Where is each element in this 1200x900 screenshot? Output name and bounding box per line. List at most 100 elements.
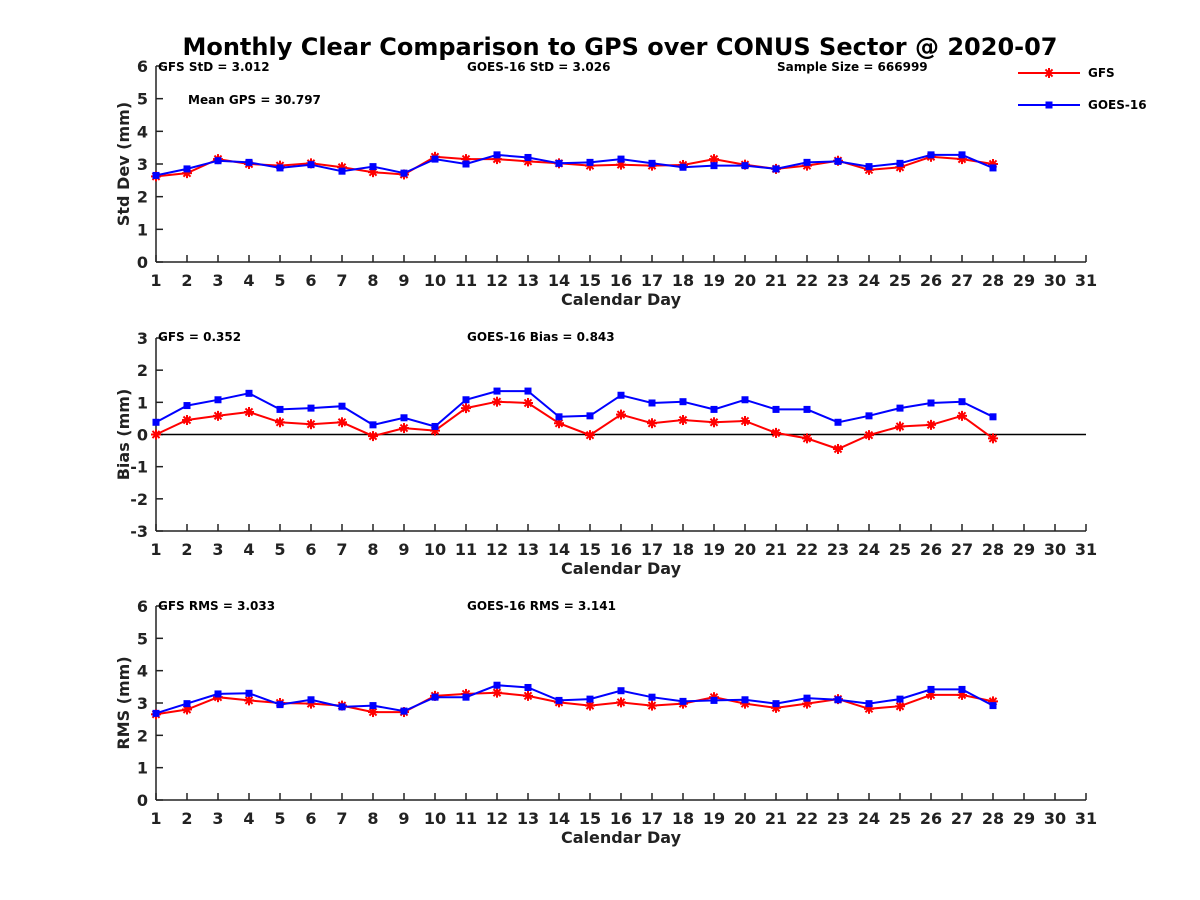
series-line — [155, 400, 994, 451]
x-tick-label: 25 — [889, 540, 911, 559]
data-point — [648, 399, 656, 407]
x-tick-label: 27 — [951, 540, 973, 559]
subplot-rms: 1 2 3 4 5 6 7 8 9 10 11 12 13 14 15 16 17 18 19 20 21 22 23 24 2… — [114, 597, 1097, 847]
data-point — [865, 412, 873, 420]
data-point — [833, 443, 843, 454]
data-point — [431, 422, 439, 430]
data-point — [524, 387, 532, 395]
x-tick-label: 24 — [858, 271, 880, 290]
data-point — [585, 430, 595, 441]
x-tick-label: 21 — [765, 540, 787, 559]
x-tick-label: 26 — [920, 540, 942, 559]
data-point — [772, 165, 780, 173]
data-point — [462, 160, 470, 168]
x-tick-label: 13 — [517, 540, 539, 559]
data-point — [772, 700, 780, 708]
x-tick-label: 18 — [672, 540, 694, 559]
x-tick-label: 3 — [212, 809, 223, 828]
x-tick-label: 29 — [1013, 540, 1035, 559]
data-point — [896, 404, 904, 412]
data-point — [988, 433, 998, 444]
data-point — [679, 697, 687, 705]
x-tick-label: 1 — [150, 271, 161, 290]
data-point — [245, 689, 253, 697]
data-point — [896, 695, 904, 703]
x-tick-label: 30 — [1044, 809, 1066, 828]
data-point — [958, 398, 966, 406]
x-tick-label: 12 — [486, 271, 508, 290]
data-point — [989, 413, 997, 421]
series-goes-16 — [152, 681, 997, 717]
legend-label: GOES-16 — [1088, 98, 1147, 112]
x-tick-label: 26 — [920, 809, 942, 828]
x-tick-label: 1 — [150, 540, 161, 559]
data-point — [957, 410, 967, 421]
data-point — [648, 159, 656, 167]
x-tick-label: 24 — [858, 540, 880, 559]
legend-label: GFS — [1088, 66, 1115, 80]
stat-annotation: GOES-16 Bias = 0.843 — [467, 330, 615, 344]
x-tick-label: 18 — [672, 271, 694, 290]
data-point — [307, 161, 315, 169]
x-tick-label: 5 — [274, 540, 285, 559]
x-tick-label: 23 — [827, 809, 849, 828]
legend-entry-gfs: GFS — [1018, 66, 1115, 80]
subplot-std: 1 2 3 4 5 6 7 8 9 10 11 12 13 14 15 16 17 18 19 20 21 22 23 24 2… — [114, 57, 1097, 309]
data-point — [276, 164, 284, 172]
x-tick-label: 6 — [305, 540, 316, 559]
x-tick-label: 20 — [734, 809, 756, 828]
x-tick-label: 10 — [424, 540, 446, 559]
x-tick-label: 20 — [734, 271, 756, 290]
x-tick-label: 23 — [827, 271, 849, 290]
x-tick-label: 15 — [579, 540, 601, 559]
data-point — [369, 421, 377, 429]
x-tick-label: 2 — [181, 540, 192, 559]
y-tick-label: 0 — [137, 791, 148, 810]
data-point — [307, 696, 315, 704]
data-point — [586, 695, 594, 703]
x-tick-label: 8 — [367, 271, 378, 290]
y-tick-label: 1 — [137, 393, 148, 412]
y-axis-label: Bias (mm) — [114, 389, 133, 481]
x-tick-label: 30 — [1044, 540, 1066, 559]
x-tick-label: 4 — [243, 271, 254, 290]
data-point — [710, 405, 718, 413]
series-line — [155, 691, 994, 716]
data-point — [586, 158, 594, 166]
x-tick-label: 11 — [455, 271, 477, 290]
data-point — [152, 709, 160, 717]
x-tick-label: 19 — [703, 809, 725, 828]
data-point — [616, 697, 626, 708]
y-tick-label: -2 — [130, 490, 148, 509]
data-point — [214, 396, 222, 404]
data-point — [182, 415, 192, 426]
data-point — [802, 433, 812, 444]
data-point — [183, 165, 191, 173]
data-point — [927, 399, 935, 407]
x-tick-label: 5 — [274, 809, 285, 828]
x-axis-label: Calendar Day — [561, 828, 682, 847]
data-point — [617, 687, 625, 695]
y-tick-label: 2 — [137, 188, 148, 207]
data-point — [462, 396, 470, 404]
y-tick-label: 6 — [137, 597, 148, 616]
x-tick-label: 22 — [796, 540, 818, 559]
x-tick-label: 17 — [641, 271, 663, 290]
data-point — [678, 415, 688, 426]
data-point — [492, 687, 502, 698]
data-point — [524, 683, 532, 691]
data-point — [834, 418, 842, 426]
data-point — [741, 396, 749, 404]
x-tick-label: 3 — [212, 540, 223, 559]
legend-marker — [1045, 101, 1053, 109]
legend: GFS GOES-16 — [1018, 66, 1147, 112]
data-point — [647, 418, 657, 429]
data-point — [865, 700, 873, 708]
y-tick-label: -3 — [130, 522, 148, 541]
data-point — [400, 414, 408, 422]
data-point — [772, 405, 780, 413]
x-tick-label: 31 — [1075, 540, 1097, 559]
y-axis-label: RMS (mm) — [114, 656, 133, 749]
x-tick-label: 14 — [548, 809, 570, 828]
